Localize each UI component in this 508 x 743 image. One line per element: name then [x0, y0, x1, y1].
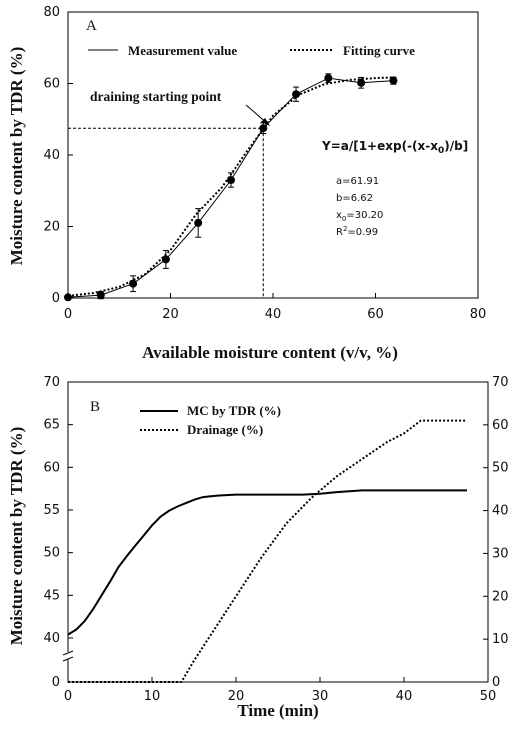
fit-equation-main: Y=a/[1+exp(-(x-x: [321, 139, 438, 153]
param-name: b: [336, 193, 342, 204]
left-y-tick-label: 55: [43, 503, 60, 518]
panel-a-guide-lines: [68, 127, 264, 298]
panel-b-plot-frame: [67, 381, 489, 683]
param-superscript: 2: [343, 225, 347, 233]
y-tick-label: 0: [52, 291, 60, 306]
right-y-tick-label: 30: [492, 546, 508, 561]
y-tick-label: 40: [43, 148, 60, 163]
mc-by-tdr-line: [67, 489, 467, 636]
x-tick-label: 50: [480, 689, 497, 704]
panel-b-legend: MC by TDR (%) Drainage (%): [140, 403, 281, 437]
panel-b-y-axis-title: Moisture content by TDR (%): [7, 427, 26, 645]
data-point: [357, 78, 366, 87]
panel-b-chart: 0 40 45 50 55 60 65 70 0 10 20 30 40 50 60 70 0 10 20 30 4…: [7, 375, 508, 720]
right-y-tick-label: 70: [492, 375, 508, 390]
panel-b-left-y-ticks: 0 40 45 50 55 60 65 70: [43, 375, 73, 690]
panel-a-measurement-series: [64, 73, 398, 302]
left-y-tick-label: 40: [43, 631, 60, 646]
panel-b-x-axis-title: Time (min): [237, 701, 318, 720]
panel-a-legend: Measurement value Fitting curve: [88, 43, 415, 58]
fit-equation-sub: 0: [438, 146, 444, 156]
param-name: a: [336, 176, 342, 187]
x-tick-label: 20: [162, 307, 179, 322]
data-point: [129, 279, 138, 288]
panel-b-series: [67, 419, 467, 683]
panel-b-letter: B: [90, 399, 100, 415]
legend-fitting-label: Fitting curve: [343, 43, 415, 58]
param-value: =0.99: [347, 227, 378, 238]
panel-a-fitting-curve: [67, 76, 394, 297]
fitting-curve-line: [67, 76, 394, 297]
x-tick-label: 80: [470, 307, 487, 322]
data-point: [292, 90, 301, 99]
fit-parameter: a=61.91: [336, 176, 379, 187]
panel-a-y-axis-title: Moisture content by TDR (%): [7, 47, 26, 265]
panel-b-right-y-ticks: 0 10 20 30 40 50 60 70: [483, 375, 508, 690]
measurement-line: [67, 77, 394, 298]
fit-parameter: b=6.62: [336, 193, 373, 204]
panel-b-x-ticks: 0 10 20 30 40 50: [64, 677, 496, 704]
x-tick-label: 0: [64, 307, 72, 322]
draining-start-label: draining starting point: [90, 89, 222, 104]
right-y-tick-label: 0: [492, 675, 500, 690]
x-tick-label: 10: [144, 689, 161, 704]
left-y-tick-label: 70: [43, 375, 60, 390]
legend-mc-label: MC by TDR (%): [187, 403, 281, 418]
panel-a-y-ticks: 0 20 40 60 80: [43, 5, 73, 306]
param-value: =61.91: [342, 176, 379, 187]
panel-a-x-axis-title: Available moisture content (v/v, %): [142, 343, 398, 362]
left-y-tick-label: 65: [43, 418, 60, 433]
panel-a-letter: A: [86, 18, 97, 34]
left-y-tick-label: 50: [43, 546, 60, 561]
y-tick-label: 80: [43, 5, 60, 20]
axis-break-gap: [60, 652, 74, 659]
x-tick-label: 40: [396, 689, 413, 704]
right-y-tick-label: 60: [492, 418, 508, 433]
x-tick-label: 60: [367, 307, 384, 322]
right-y-tick-label: 50: [492, 461, 508, 476]
x-tick-label: 30: [312, 689, 329, 704]
drainage-line: [68, 419, 467, 683]
right-y-tick-label: 40: [492, 504, 508, 519]
fit-parameter: R2=0.99: [336, 225, 378, 238]
y-tick-label: 60: [43, 77, 60, 92]
y-tick-label: 20: [43, 220, 60, 235]
axis-break-mark: [60, 650, 74, 662]
data-point: [64, 293, 72, 302]
right-y-tick-label: 20: [492, 589, 508, 604]
axis-break-slash-lower: [62, 656, 74, 662]
draining-start-arrowhead: [261, 118, 270, 126]
fit-parameter: x0=30.20: [336, 210, 383, 223]
axis-break-slash-upper: [62, 650, 74, 656]
right-y-tick-label: 10: [492, 632, 508, 647]
param-subscript: 0: [342, 215, 346, 223]
x-tick-label: 0: [64, 689, 72, 704]
data-point: [226, 176, 235, 185]
data-point: [389, 76, 398, 85]
fit-equation-end: )/b]: [444, 139, 468, 153]
data-point: [161, 255, 170, 264]
data-point: [194, 218, 203, 227]
x-tick-label: 40: [265, 307, 282, 322]
left-y-tick-label: 60: [43, 460, 60, 475]
x-tick-label: 20: [228, 689, 245, 704]
left-y-tick-label: 45: [43, 588, 60, 603]
fit-equation: Y=a/[1+exp(-(x-x0)/b]: [321, 139, 468, 156]
left-y-tick-label: 0: [52, 675, 60, 690]
param-name: x: [336, 210, 342, 221]
panel-a-x-ticks: 0 20 40 60 80: [64, 293, 486, 322]
data-point: [259, 124, 268, 133]
data-point: [324, 74, 333, 83]
param-value: =30.20: [346, 210, 383, 221]
legend-measurement-label: Measurement value: [128, 43, 237, 58]
param-value: =6.62: [342, 193, 373, 204]
legend-drainage-label: Drainage (%): [187, 422, 263, 437]
param-name: R: [336, 227, 343, 238]
data-point: [96, 291, 105, 300]
